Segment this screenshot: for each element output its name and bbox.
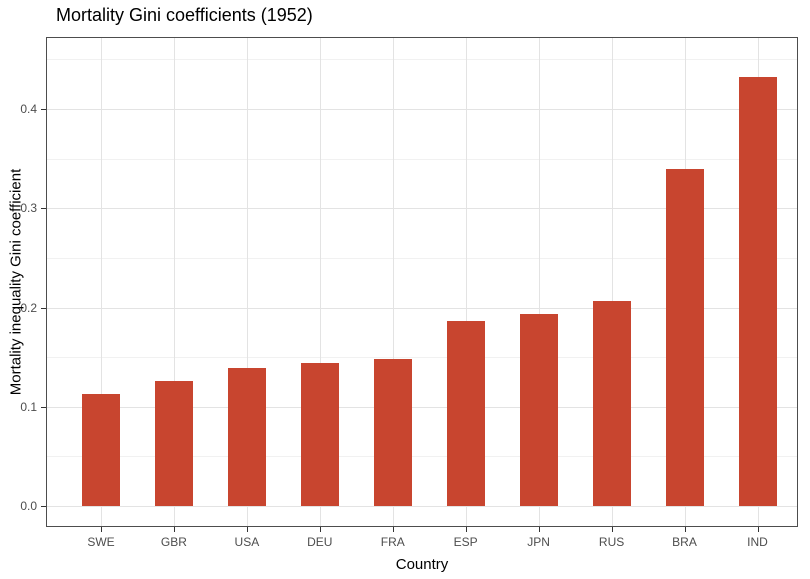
x-tick-label: IND bbox=[747, 535, 768, 549]
x-axis-tick bbox=[611, 527, 613, 532]
x-axis-tick bbox=[538, 527, 540, 532]
x-axis-tick bbox=[465, 527, 467, 532]
y-tick-label: 0.0 bbox=[20, 499, 37, 513]
y-tick-label: 0.3 bbox=[20, 201, 37, 216]
bar-jpn bbox=[519, 313, 558, 506]
major-gridline bbox=[46, 109, 798, 110]
y-tick-label: 0.4 bbox=[20, 102, 37, 116]
x-tick-label: BRA bbox=[672, 535, 697, 549]
minor-gridline bbox=[46, 257, 798, 259]
y-axis-tick bbox=[41, 208, 46, 210]
y-axis-title: Mortality inequality Gini coefficient bbox=[7, 168, 25, 396]
minor-gridline bbox=[46, 357, 798, 359]
category-gridline bbox=[392, 37, 394, 527]
bar-gbr bbox=[154, 380, 193, 506]
category-gridline bbox=[611, 37, 613, 527]
chart-title: Mortality Gini coefficients (1952) bbox=[56, 5, 313, 25]
bar-deu bbox=[300, 363, 339, 506]
minor-gridline bbox=[46, 456, 798, 458]
x-axis-tick bbox=[684, 527, 686, 532]
x-tick-label: ESP bbox=[453, 535, 478, 549]
major-gridline bbox=[46, 307, 798, 309]
x-tick-label: SWE bbox=[87, 535, 115, 549]
category-gridline bbox=[538, 37, 540, 527]
x-tick-label: DEU bbox=[307, 535, 333, 549]
major-gridline bbox=[46, 208, 798, 210]
bar-fra bbox=[373, 359, 412, 506]
x-tick-label: FRA bbox=[380, 535, 405, 549]
bar-rus bbox=[592, 300, 631, 506]
bar-esp bbox=[446, 321, 485, 506]
x-axis-tick bbox=[101, 527, 102, 532]
y-axis-tick bbox=[41, 109, 46, 110]
bar-ind bbox=[738, 77, 777, 506]
y-axis-tick bbox=[41, 406, 46, 408]
bar-usa bbox=[227, 368, 266, 506]
x-tick-label: RUS bbox=[598, 535, 625, 549]
y-tick-label: 0.1 bbox=[20, 399, 37, 414]
y-axis-tick bbox=[41, 506, 46, 507]
category-gridline bbox=[101, 37, 102, 527]
x-axis-tick bbox=[392, 527, 394, 532]
x-axis-tick bbox=[319, 527, 321, 532]
bar-swe bbox=[82, 393, 120, 506]
x-axis-title: Country bbox=[395, 556, 449, 573]
minor-gridline bbox=[46, 158, 798, 160]
x-axis-tick bbox=[757, 527, 759, 532]
bar-bra bbox=[665, 168, 704, 506]
y-axis-tick bbox=[41, 307, 46, 309]
major-gridline bbox=[46, 506, 798, 507]
category-gridline bbox=[319, 37, 321, 527]
category-gridline bbox=[246, 37, 248, 527]
category-gridline bbox=[465, 37, 467, 527]
x-tick-label: USA bbox=[234, 535, 260, 549]
y-tick-label: 0.2 bbox=[20, 300, 37, 315]
x-axis-tick bbox=[173, 527, 175, 532]
x-tick-label: JPN bbox=[527, 535, 550, 549]
x-axis-tick bbox=[246, 527, 248, 532]
category-gridline bbox=[173, 37, 175, 527]
major-gridline bbox=[46, 406, 798, 408]
minor-gridline bbox=[46, 59, 798, 61]
x-tick-label: GBR bbox=[160, 535, 187, 549]
